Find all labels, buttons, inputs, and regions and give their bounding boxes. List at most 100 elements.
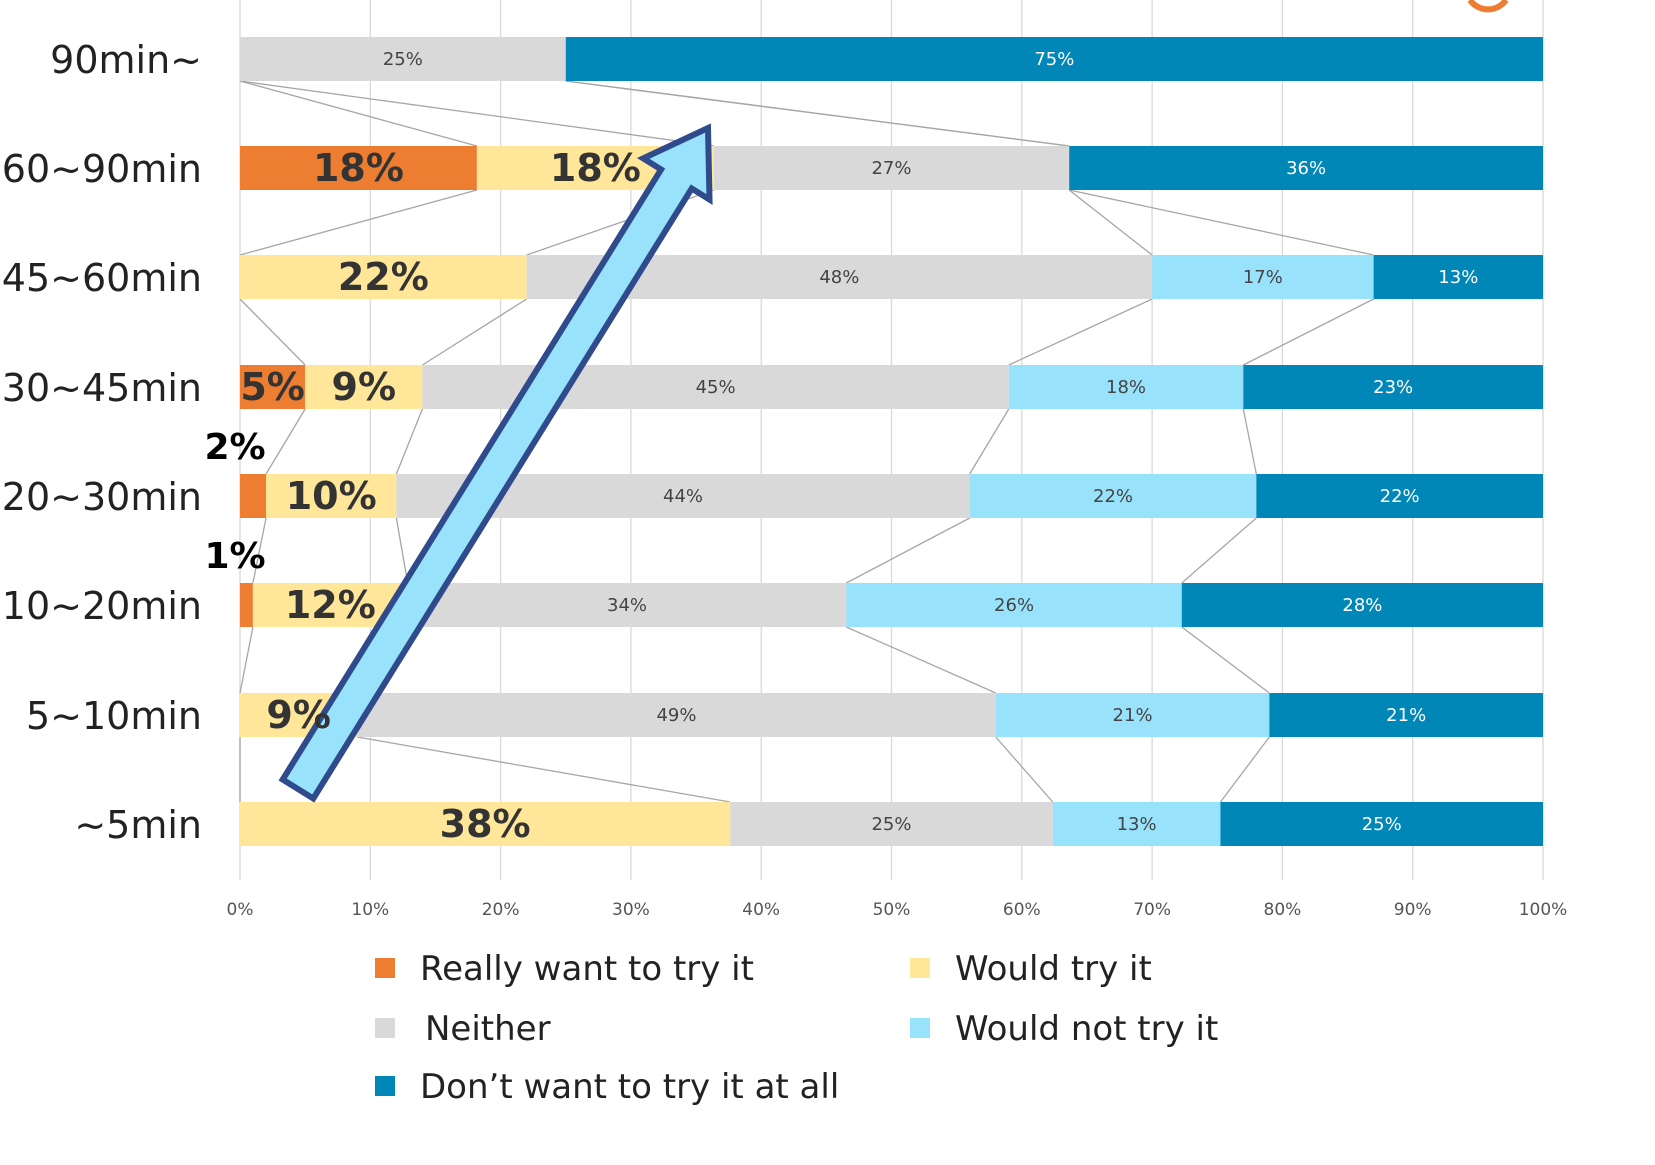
bar-segment [266,474,397,518]
bar-segment [357,693,996,737]
legend-label: Don’t want to try it at all [420,1067,839,1107]
bar-segment [240,146,477,190]
bar-segment [969,474,1257,518]
series-line [995,736,1054,803]
legend-swatch [375,1018,395,1038]
series-line [846,626,997,694]
segment-label: 18% [313,146,404,190]
segment-label: 25% [383,49,423,70]
series-line [1069,189,1374,256]
stacked-bar-chart: 0% 10% 20% 30% 40% 50% 60% 70% 80% 90% 100% 90min~ 6… [2,0,1567,1107]
category-label: ~5min [74,803,202,847]
segment-label: 27% [871,158,911,179]
bar-segment [305,365,423,409]
legend-swatch [375,1076,395,1096]
x-tick-label: 80% [1264,900,1302,920]
gridlines [239,0,1544,880]
bar-segment [240,365,306,409]
series-line [239,189,478,256]
category-label: 90min~ [50,38,202,82]
segment-label: 21% [1113,705,1153,726]
segment-label: 44% [663,486,703,507]
series-line [565,80,1070,147]
series-line [1181,517,1257,584]
segment-label: 48% [819,267,859,288]
bar-segment [1181,583,1543,627]
bar-segment [240,583,253,627]
segment-label: 12% [285,583,376,627]
trend-arrow-shape [278,123,713,803]
legend-label: Would not try it [955,1009,1218,1049]
segment-label: 25% [1362,814,1402,835]
x-tick-label: 30% [612,900,650,920]
x-tick-label: 50% [873,900,911,920]
segment-label: 21% [1386,705,1426,726]
category-label: 60~90min [2,147,202,191]
series-line [265,408,306,475]
segment-label: 9% [266,693,331,737]
bar-segment [240,474,267,518]
segment-label: 13% [1117,814,1157,835]
category-label: 10~20min [2,584,202,628]
segment-label: 18% [550,146,641,190]
legend-label: Really want to try it [420,949,754,989]
segment-label: 9% [332,365,397,409]
category-label: 20~30min [2,475,202,519]
segment-label: 13% [1438,267,1478,288]
segment-label: 26% [994,595,1034,616]
legend-label: Neither [425,1009,551,1049]
bar-segment [1220,802,1543,846]
x-tick-label: 70% [1133,900,1171,920]
series-lines [239,80,1374,803]
x-tick-label: 90% [1394,900,1432,920]
segment-label: 2% [204,427,265,468]
series-line [1243,298,1374,366]
bar-segment [565,37,1543,81]
segment-label: 45% [696,377,736,398]
x-tick-label: 40% [742,900,780,920]
legend-swatch [910,958,930,978]
segment-label: 10% [286,474,377,518]
series-line [395,408,424,475]
trend-arrow [278,123,713,803]
segment-label: 49% [656,705,696,726]
bar-segment [240,255,527,299]
category-label: 45~60min [2,256,202,300]
series-line [252,517,267,584]
bar-segment [407,583,847,627]
bar-segment [1069,146,1543,190]
series-line [1181,626,1270,694]
legend-swatch [375,958,395,978]
segment-label: 5% [240,365,305,409]
corner-logo-fragment [1467,0,1509,13]
series-line [1008,298,1153,366]
series-line [239,626,254,694]
x-tick-label: 10% [351,900,389,920]
legend: Really want to try it Would try it Neither… [375,949,1218,1107]
series-line [239,80,478,147]
category-label: 5~10min [26,694,202,738]
series-line [357,736,731,803]
segment-label: 34% [607,595,647,616]
series-line [395,517,409,584]
segment-label: 17% [1243,267,1283,288]
x-tick-label: 60% [1003,900,1041,920]
category-label: 30~45min [2,366,202,410]
segment-label: 75% [1034,49,1074,70]
bar-segment [995,693,1270,737]
bar-segment [1008,365,1244,409]
bar-segment [1373,255,1543,299]
series-line [1242,408,1257,475]
segment-label: 22% [338,255,429,299]
bar-segment [730,802,1053,846]
series-line [846,517,970,584]
bar-segment [1243,365,1543,409]
corner-decoration [1467,0,1509,13]
segment-label: 23% [1373,377,1413,398]
x-tick-label: 0% [227,900,254,920]
legend-label: Would try it [955,949,1152,989]
bar-segment [846,583,1182,627]
segment-label: 36% [1286,158,1326,179]
bar-segment [1269,693,1543,737]
bar-segment [240,802,731,846]
